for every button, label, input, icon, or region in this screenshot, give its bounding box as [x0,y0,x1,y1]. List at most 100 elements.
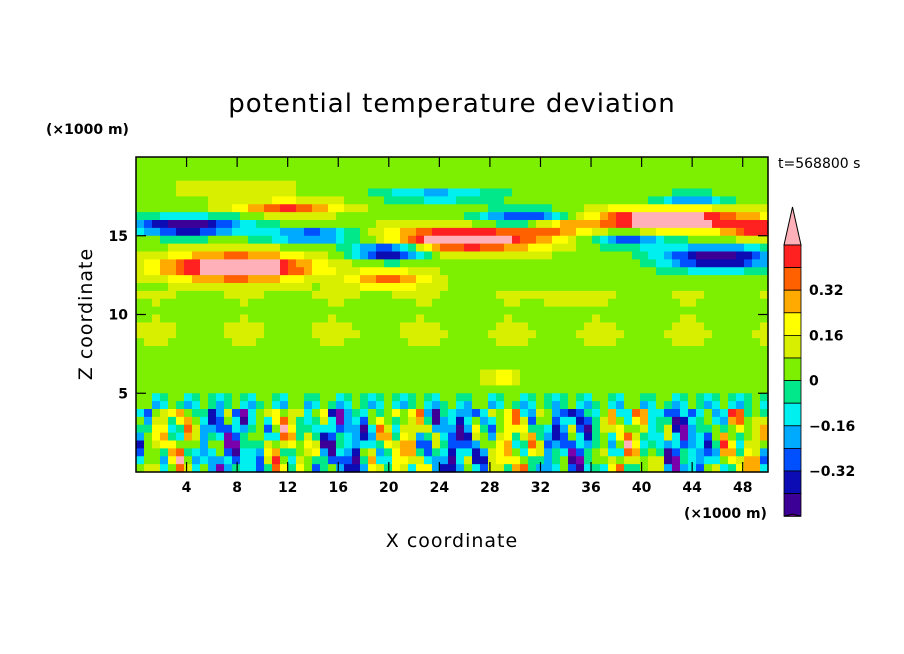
heatmap-cell [160,338,169,347]
heatmap-cell [720,377,729,386]
heatmap-cell [280,298,289,308]
heatmap-cell [264,385,273,394]
heatmap-cell [624,353,633,363]
heatmap-cell [728,259,737,268]
heatmap-cell [736,251,745,260]
heatmap-cell [192,409,201,418]
heatmap-cell [448,353,457,363]
heatmap-cell [488,448,497,457]
heatmap-cell [480,204,489,213]
heatmap-cell [208,306,217,316]
heatmap-cell [440,188,449,197]
heatmap-cell [352,290,361,300]
colorbar-segment [783,357,802,382]
colorbar-segment [783,312,802,336]
heatmap-cell [760,251,769,260]
heatmap-cell [696,456,705,465]
heatmap-cell [632,314,641,323]
heatmap-cell [512,259,521,268]
heatmap-cell [328,298,337,308]
heatmap-cell [712,220,721,229]
heatmap-cell [176,346,185,355]
heatmap-cell [192,416,201,426]
heatmap-cell [752,196,761,205]
heatmap-cell [632,424,641,434]
heatmap-cell [384,353,393,363]
heatmap-cell [304,432,313,442]
heatmap-cell [600,409,609,418]
heatmap-cell [200,196,209,205]
heatmap-cell [432,424,441,434]
heatmap-cell [464,235,473,245]
heatmap-cell [192,283,201,292]
heatmap-cell [176,290,185,300]
heatmap-cell [584,227,593,237]
heatmap-cell [344,369,353,379]
heatmap-cell [304,338,313,347]
heatmap-cell [536,298,545,308]
heatmap-cell [192,180,201,190]
heatmap-cell [712,361,721,371]
heatmap-cell [384,440,393,449]
heatmap-cell [560,267,569,276]
heatmap-cell [568,464,577,473]
heatmap-cell [424,448,433,457]
heatmap-cell [760,424,769,434]
heatmap-cell [152,432,161,442]
heatmap-cell [664,251,673,260]
heatmap-cell [288,385,297,394]
heatmap-cell [696,377,705,386]
heatmap-cell [424,306,433,316]
heatmap-cell [408,164,417,174]
heatmap-cell [264,267,273,276]
heatmap-cell [616,322,625,331]
heatmap-cell [336,456,345,465]
heatmap-cell [752,212,761,221]
heatmap-cell [552,432,561,442]
heatmap-cell [200,275,209,284]
heatmap-cell [168,243,177,253]
heatmap-cell [560,259,569,268]
heatmap-cell [584,212,593,221]
heatmap-cell [512,353,521,363]
heatmap-cell [512,283,521,292]
heatmap-cell [416,346,425,355]
heatmap-cell [680,188,689,197]
heatmap-cell [176,369,185,379]
heatmap-cell [224,204,233,213]
heatmap-cell [528,361,537,371]
heatmap-cell [712,409,721,418]
heatmap-cell [736,416,745,426]
heatmap-cell [640,172,649,182]
heatmap-cell [208,267,217,276]
heatmap-cell [496,393,505,402]
heatmap-cell [648,275,657,284]
heatmap-cell [160,448,169,457]
heatmap-cell [648,361,657,371]
heatmap-cell [752,432,761,442]
heatmap-cell [600,314,609,323]
heatmap-cell [240,409,249,418]
heatmap-cell [560,275,569,284]
heatmap-cell [512,243,521,253]
heatmap-cell [672,172,681,182]
heatmap-cell [424,322,433,331]
heatmap-cell [328,212,337,221]
heatmap-cell [176,432,185,442]
heatmap-cell [184,440,193,449]
heatmap-cell [392,204,401,213]
heatmap-cell [480,353,489,363]
heatmap-cell [504,275,513,284]
heatmap-cell [416,259,425,268]
heatmap-cell [288,338,297,347]
heatmap-cell [648,267,657,276]
heatmap-cell [216,448,225,457]
heatmap-cell [712,401,721,410]
heatmap-cell [728,377,737,386]
heatmap-cell [720,448,729,457]
heatmap-cell [264,283,273,292]
heatmap-cell [208,393,217,402]
heatmap-cell [360,188,369,197]
heatmap-cell [352,432,361,442]
heatmap-cell [592,259,601,268]
